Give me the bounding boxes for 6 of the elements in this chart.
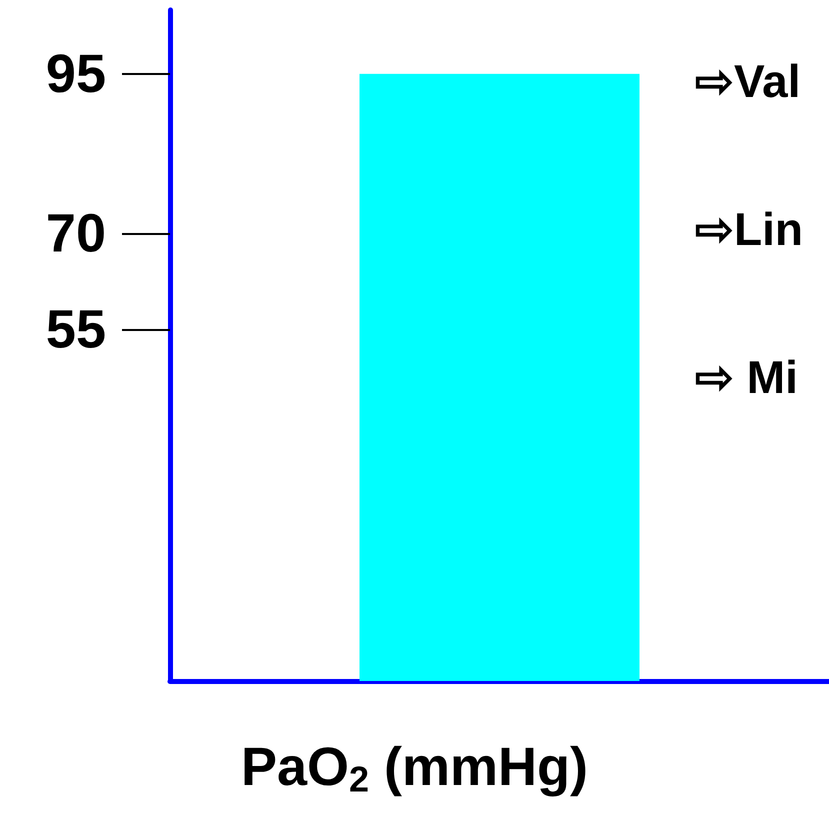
y-tick-label: 55 xyxy=(46,300,106,360)
annotation: ⇨ Mi xyxy=(695,351,798,403)
y-tick-label: 70 xyxy=(46,204,106,264)
annotation: ⇨Val xyxy=(695,55,801,107)
annotation: ⇨Lin xyxy=(695,203,803,255)
y-tick-label: 95 xyxy=(46,44,106,104)
